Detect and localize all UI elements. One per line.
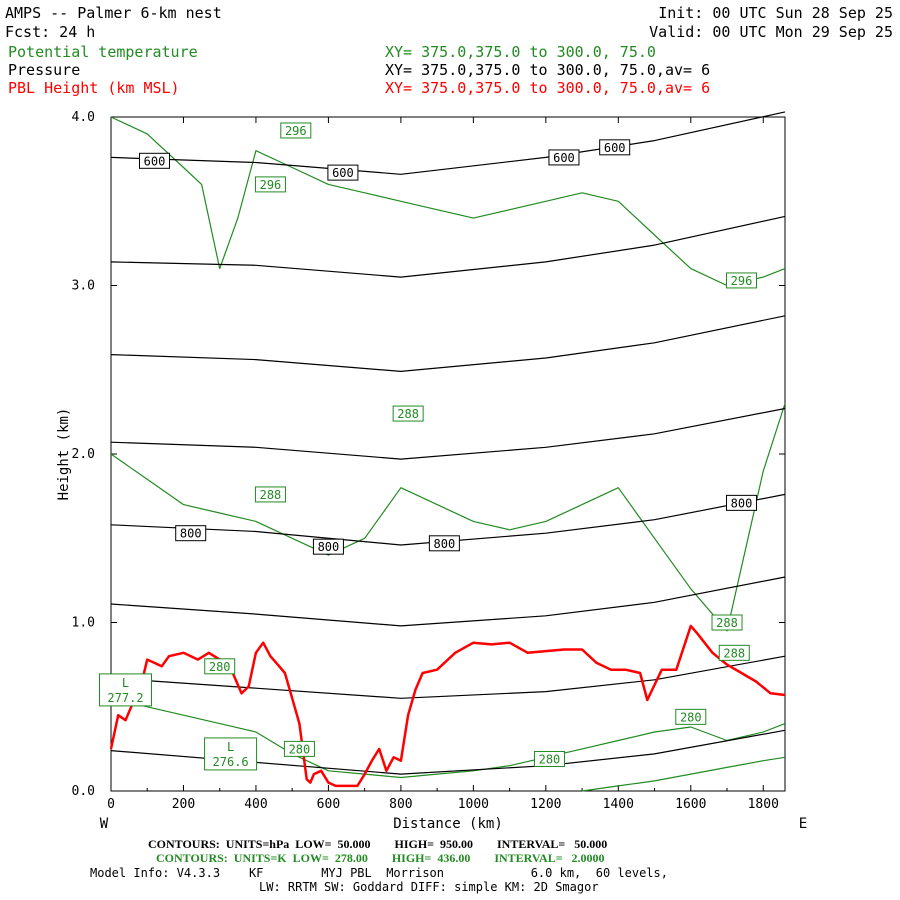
plot-area: 0 200 400 600 800 1000 1200 1400 1600 1800 0.0 1.0 2… (72, 110, 786, 812)
contour-label: 600 (144, 154, 166, 168)
contour-label: 800 (434, 537, 456, 551)
contour-label-box (392, 405, 424, 422)
contour-label: 800 (318, 540, 340, 554)
contour-label-box (675, 708, 707, 725)
field-xy-2: XY= 375.0,375.0 to 300.0, 75.0,av= 6 (385, 79, 710, 97)
contour-label-box (138, 152, 170, 169)
series-pressure-800-hpa (110, 493, 786, 546)
field-xy-0: XY= 375.0,375.0 to 300.0, 75.0 (385, 43, 656, 61)
series-pressure-600-hpa (110, 111, 786, 175)
extremum-value: 277.2 (107, 691, 143, 705)
series-potential-temperature-278-k (582, 756, 786, 792)
extremum-symbol: L (122, 676, 129, 690)
footer-line-pressure: CONTOURS: UNITS=hPa LOW= 50.000 HIGH= 95… (148, 837, 607, 851)
contour-label-box (280, 122, 312, 139)
x-tick-label: 1000 (458, 797, 489, 812)
plot-frame (110, 116, 786, 792)
series-potential-temperature-288-k (110, 403, 786, 632)
contour-label-box (283, 740, 315, 757)
contour-label: 800 (180, 527, 202, 541)
contour-label-box (254, 486, 286, 503)
contour-label-box (548, 149, 580, 166)
series-pressure-650-hpa (110, 215, 786, 278)
contour-label: 296 (260, 178, 282, 192)
contour-label: 288 (723, 646, 745, 660)
header: AMPS -- Palmer 6-km nest Init: 00 UTC Su… (5, 4, 893, 97)
contour-label: 280 (289, 742, 311, 756)
axis-ticks: 0 200 400 600 800 1000 1200 1400 1600 1800 0.0 1.0 2… (72, 110, 785, 812)
contour-label: 288 (397, 407, 419, 421)
x-tick-label: 600 (317, 797, 340, 812)
contour-label: 296 (285, 124, 307, 138)
x-tick-label: 400 (244, 797, 267, 812)
x-end-label-west: W (100, 816, 109, 832)
field-name-2: PBL Height (km MSL) (8, 79, 180, 97)
y-tick-label: 4.0 (72, 110, 95, 125)
field-name-1: Pressure (8, 61, 80, 79)
contour-label-box (726, 272, 758, 289)
footer-line-model: Model Info: V4.3.3 KF MYJ PBL Morrison 6… (90, 866, 668, 880)
extremum-box (204, 737, 258, 771)
contour-label: 288 (716, 616, 738, 630)
contour-label-box (204, 658, 236, 675)
extremum-value: 276.6 (213, 755, 249, 769)
footer-line-theta: CONTOURS: UNITS=K LOW= 278.00 HIGH= 436.… (156, 851, 605, 865)
x-tick-label: 800 (389, 797, 412, 812)
contour-label-box (428, 535, 460, 552)
contour-label: 296 (731, 274, 753, 288)
contour-label: 280 (539, 752, 561, 766)
x-axis-label: Distance (km) (393, 816, 503, 832)
x-tick-label: 0 (107, 797, 115, 812)
y-axis-label: Height (km) (56, 408, 72, 501)
series-pressure-700-hpa (110, 315, 786, 372)
x-end-label-east: E (799, 816, 807, 832)
x-tick-label: 1800 (748, 797, 779, 812)
contour-label: 600 (553, 151, 575, 165)
field-legend: Potential temperature XY= 375.0,375.0 to … (8, 43, 710, 97)
field-name-0: Potential temperature (8, 43, 198, 61)
x-tick-label: 1400 (603, 797, 634, 812)
header-valid: Valid: 00 UTC Mon 29 Sep 25 (649, 23, 893, 41)
extremum-box (98, 673, 152, 707)
header-fcst: Fcst: 24 h (5, 23, 95, 41)
contour-label-box (254, 176, 286, 193)
footer-line-physics: LW: RRTM SW: Goddard DIFF: simple KM: 2D… (259, 880, 599, 894)
contour-label-box (718, 644, 750, 661)
extremum-symbol: L (227, 740, 234, 754)
y-tick-label: 3.0 (72, 279, 95, 294)
contour-label-box (711, 614, 743, 631)
contour-label: 280 (209, 660, 231, 674)
series-pressure-900-hpa (110, 655, 786, 699)
contour-label-box (327, 164, 359, 181)
series-potential-temperature-296-k (110, 116, 786, 287)
contour-label: 280 (680, 710, 702, 724)
series-potential-temperature-280-k (110, 697, 786, 779)
x-tick-label: 1600 (675, 797, 706, 812)
contour-label-box (726, 494, 758, 511)
series-group (109, 111, 786, 792)
contour-label: 288 (260, 488, 282, 502)
x-tick-label: 1200 (530, 797, 561, 812)
x-tick-label: 200 (172, 797, 195, 812)
series-pbl-height-km-msl (109, 624, 786, 788)
header-title: AMPS -- Palmer 6-km nest (5, 4, 222, 22)
contour-label-box (175, 525, 207, 542)
contour-label: 600 (604, 141, 626, 155)
contour-label: 600 (332, 166, 354, 180)
field-xy-1: XY= 375.0,375.0 to 300.0, 75.0,av= 6 (385, 61, 710, 79)
series-pressure-850-hpa (110, 576, 786, 627)
y-tick-label: 2.0 (72, 447, 95, 462)
footer: CONTOURS: UNITS=hPa LOW= 50.000 HIGH= 95… (148, 837, 607, 865)
footer-model-info: Model Info: V4.3.3 KF MYJ PBL Morrison 6… (90, 866, 668, 894)
contour-label: 800 (731, 496, 753, 510)
y-tick-label: 1.0 (72, 616, 95, 631)
contour-labels: 600 600 600 600 800 800 800 800 296 296 296 288 288 2… (98, 122, 758, 771)
y-tick-label: 0.0 (72, 784, 95, 799)
contour-label-box (312, 538, 344, 555)
series-pressure-750-hpa (110, 407, 786, 460)
contour-label-box (533, 750, 565, 767)
header-init: Init: 00 UTC Sun 28 Sep 25 (658, 4, 893, 22)
contour-label-box (599, 139, 631, 156)
